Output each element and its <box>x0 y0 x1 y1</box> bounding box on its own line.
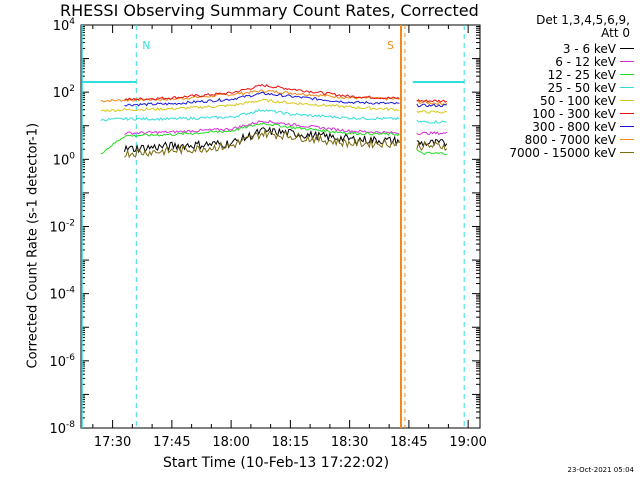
legend-swatch <box>620 61 634 62</box>
legend-item: 300 - 800 keV <box>532 119 634 134</box>
series-line-300-800- <box>124 91 447 108</box>
legend-item: 100 - 300 keV <box>532 106 634 121</box>
legend-label: 3 - 6 keV <box>562 41 616 56</box>
x-tick-label: 18:45 <box>390 435 427 450</box>
series-line-100-300- <box>124 83 448 103</box>
x-axis-label: Start Time (10-Feb-13 17:22:02) <box>163 455 390 471</box>
chart-title: RHESSI Observing Summary Count Rates, Co… <box>60 1 479 20</box>
y-tick-label: 104 <box>53 17 76 34</box>
legend-label: 12 - 25 keV <box>547 67 616 82</box>
legend-label: 800 - 7000 keV <box>524 132 616 147</box>
x-tick-label: 18:15 <box>272 435 309 450</box>
legend-item: 7000 - 15000 keV <box>509 145 634 160</box>
series-line-50-100- <box>100 98 448 114</box>
legend-label: 50 - 100 keV <box>539 93 616 108</box>
y-axis-label: Corrected Count Rate (s-1 detector-1) <box>25 122 41 369</box>
legend-item: 6 - 12 keV <box>555 54 634 69</box>
y-tick-label: 100 <box>53 151 76 168</box>
y-tick-label: 102 <box>53 84 75 101</box>
series-line-12-25- <box>100 122 447 156</box>
legend-swatch <box>620 74 634 75</box>
legend-swatch <box>620 48 634 49</box>
legend-item: 800 - 7000 keV <box>524 132 634 147</box>
legend-swatch <box>620 139 634 140</box>
series-line-7000-15000- <box>124 129 448 159</box>
legend-header-line2: Att 0 <box>601 26 630 40</box>
y-tick-label: 10-6 <box>49 353 75 370</box>
legend-item: 12 - 25 keV <box>547 67 634 82</box>
legend-item: 3 - 6 keV <box>562 41 634 56</box>
legend-label: 300 - 800 keV <box>532 119 616 134</box>
legend-item: 50 - 100 keV <box>539 93 634 108</box>
legend-swatch <box>620 152 634 153</box>
legend-swatch <box>620 100 634 101</box>
annotation-label: S <box>387 39 394 52</box>
annotation-label: N <box>142 39 150 52</box>
series-line-800-7000- <box>100 89 448 106</box>
legend-label: 6 - 12 keV <box>555 54 616 69</box>
legend-item: 25 - 50 keV <box>547 80 634 95</box>
axes-frame <box>80 24 481 429</box>
legend-label: 100 - 300 keV <box>532 106 616 121</box>
legend-swatch <box>620 87 634 88</box>
legend-swatch <box>620 126 634 127</box>
legend-header-line1: Det 1,3,4,5,6,9, <box>536 13 630 27</box>
x-tick-label: 17:45 <box>153 435 190 450</box>
x-tick-label: 19:00 <box>449 435 486 450</box>
y-tick-label: 10-8 <box>49 420 75 437</box>
y-tick-label: 10-4 <box>49 286 75 303</box>
timestamp: 23-Oct-2021 05:04 <box>567 466 634 474</box>
x-tick-label: 18:00 <box>212 435 249 450</box>
series-line-3-6- <box>124 126 448 154</box>
legend-swatch <box>620 113 634 114</box>
series-line-6-12- <box>124 119 448 136</box>
series-line-25-50- <box>100 108 447 124</box>
y-tick-label: 10-2 <box>49 219 75 236</box>
x-tick-label: 17:30 <box>94 435 131 450</box>
x-tick-label: 18:30 <box>331 435 368 450</box>
legend-label: 7000 - 15000 keV <box>509 145 616 160</box>
legend-label: 25 - 50 keV <box>547 80 616 95</box>
